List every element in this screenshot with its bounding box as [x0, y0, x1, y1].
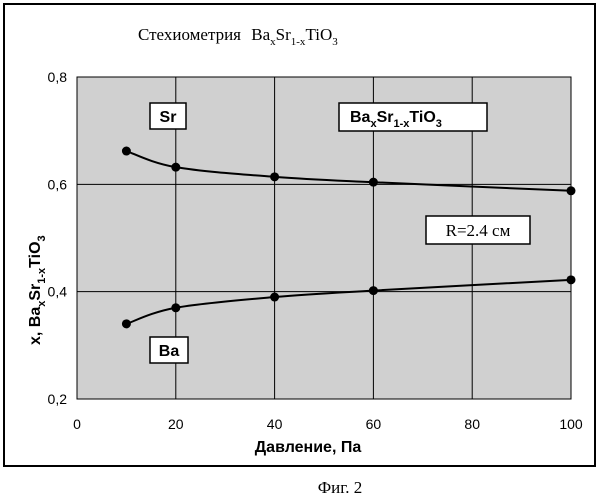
sr-label: Sr	[160, 109, 177, 126]
x-tick-label: 20	[168, 416, 184, 432]
data-point-ba	[122, 319, 131, 328]
radius-label: R=2.4 см	[446, 221, 511, 240]
x-tick-label: 0	[73, 416, 81, 432]
y-tick-label: 0,8	[48, 69, 68, 85]
data-point-sr	[171, 163, 180, 172]
ba-label-box: Ba	[150, 337, 188, 363]
y-tick-label: 0,4	[48, 284, 68, 300]
figure-caption: Фиг. 2	[318, 478, 363, 497]
data-point-sr	[567, 186, 576, 195]
x-tick-label: 40	[267, 416, 283, 432]
y-tick-label: 0,2	[48, 391, 68, 407]
data-point-sr	[270, 172, 279, 181]
y-tick-label: 0,6	[48, 176, 68, 192]
data-point-ba	[567, 275, 576, 284]
data-point-ba	[270, 293, 279, 302]
ba-label: Ba	[159, 343, 180, 360]
data-point-ba	[369, 286, 378, 295]
formula-box: BaxSr1-xTiO3	[339, 103, 487, 131]
data-point-sr	[122, 147, 131, 156]
data-point-sr	[369, 178, 378, 187]
x-tick-label: 100	[559, 416, 583, 432]
sr-label-box: Sr	[150, 103, 186, 129]
x-tick-label: 80	[464, 416, 480, 432]
x-axis-label: Давление, Па	[255, 439, 362, 456]
x-tick-label: 60	[366, 416, 382, 432]
data-point-ba	[171, 303, 180, 312]
radius-box: R=2.4 см	[426, 216, 530, 244]
